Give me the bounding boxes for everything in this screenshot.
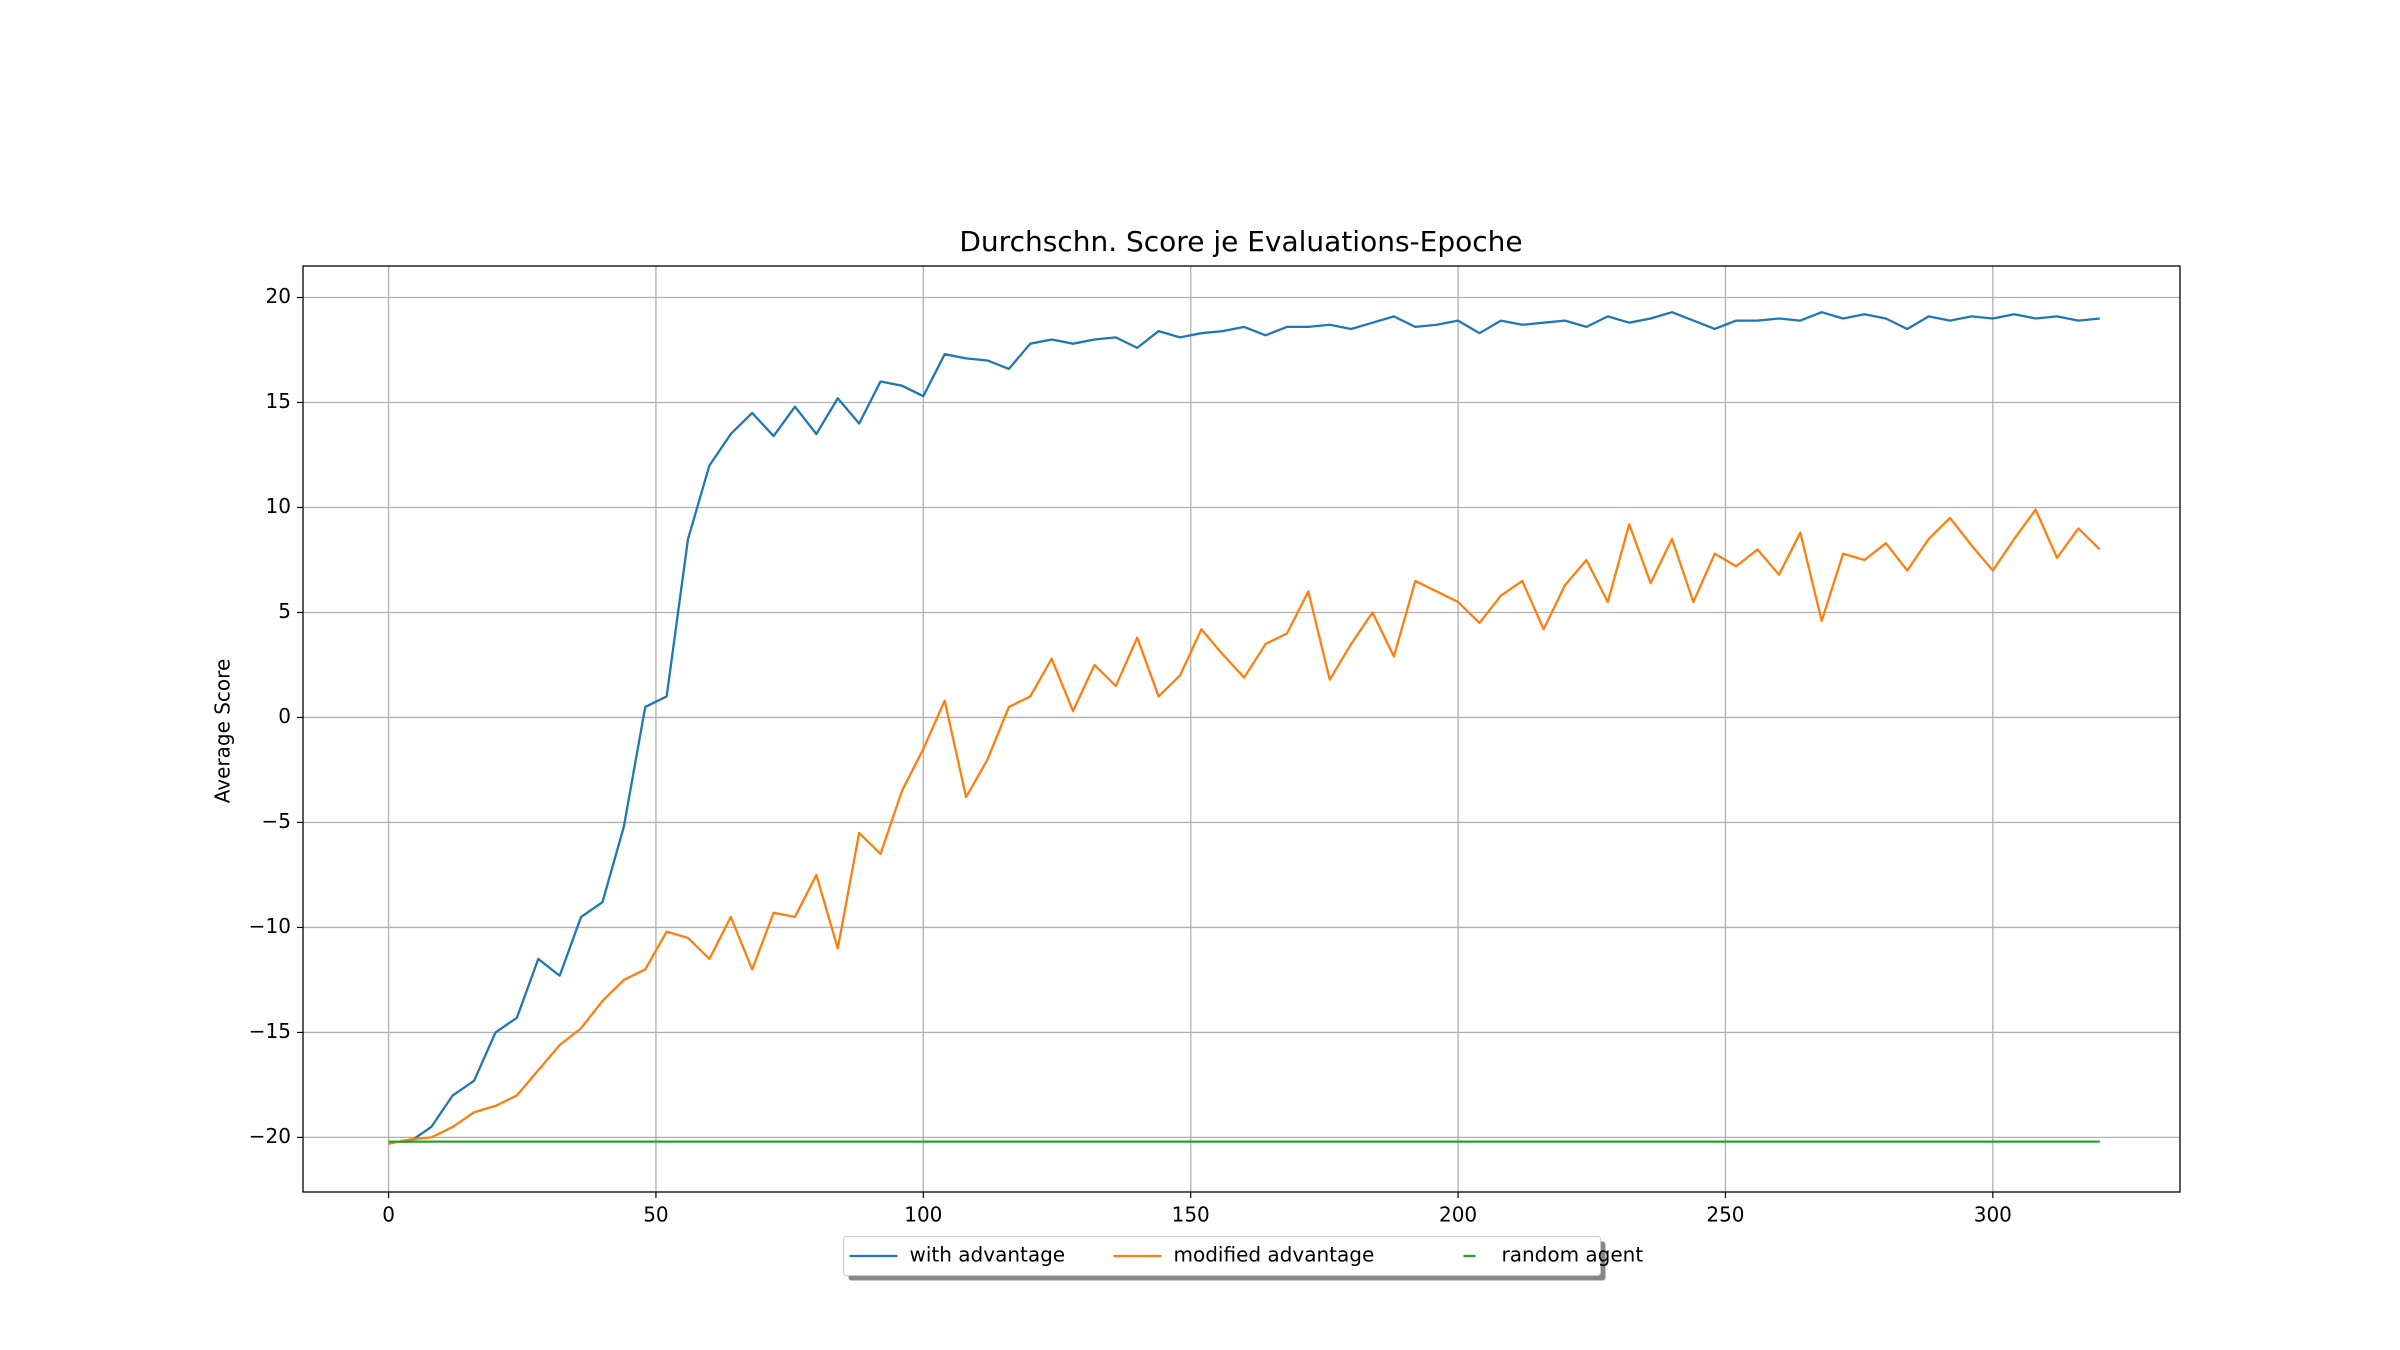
x-tick-label: 300 (1974, 1203, 2012, 1227)
chart-title: Durchschn. Score je Evaluations-Epoche (959, 225, 1522, 258)
plot-frame (302, 265, 2181, 1193)
x-tick-label: 50 (643, 1203, 668, 1227)
x-tick-label: 200 (1439, 1203, 1477, 1227)
series-line (388, 508, 2101, 1145)
y-tick-label: 15 (266, 389, 291, 413)
y-tick-label: −20 (249, 1124, 291, 1148)
y-tick-label: 20 (266, 284, 291, 308)
legend-label: modified advantage (1174, 1243, 1375, 1267)
y-tick-label: 5 (278, 599, 291, 623)
y-tick-label: 0 (278, 704, 291, 728)
y-tick-label: −10 (249, 914, 291, 938)
x-tick-label: 150 (1172, 1203, 1210, 1227)
legend-box (843, 1236, 1601, 1276)
legend-label: with advantage (910, 1243, 1066, 1267)
y-tick-label: −15 (249, 1019, 291, 1043)
series-line (388, 311, 2100, 1143)
x-tick-label: 100 (904, 1203, 942, 1227)
x-tick-label: 250 (1706, 1203, 1744, 1227)
y-axis-label: Average Score (211, 659, 235, 804)
legend-label: random agent (1502, 1243, 1644, 1267)
y-tick-label: 10 (266, 494, 291, 518)
x-tick-label: 0 (382, 1203, 395, 1227)
legend: with advantage modified advantage random a… (843, 1236, 1644, 1281)
y-tick-label: −5 (262, 809, 291, 833)
